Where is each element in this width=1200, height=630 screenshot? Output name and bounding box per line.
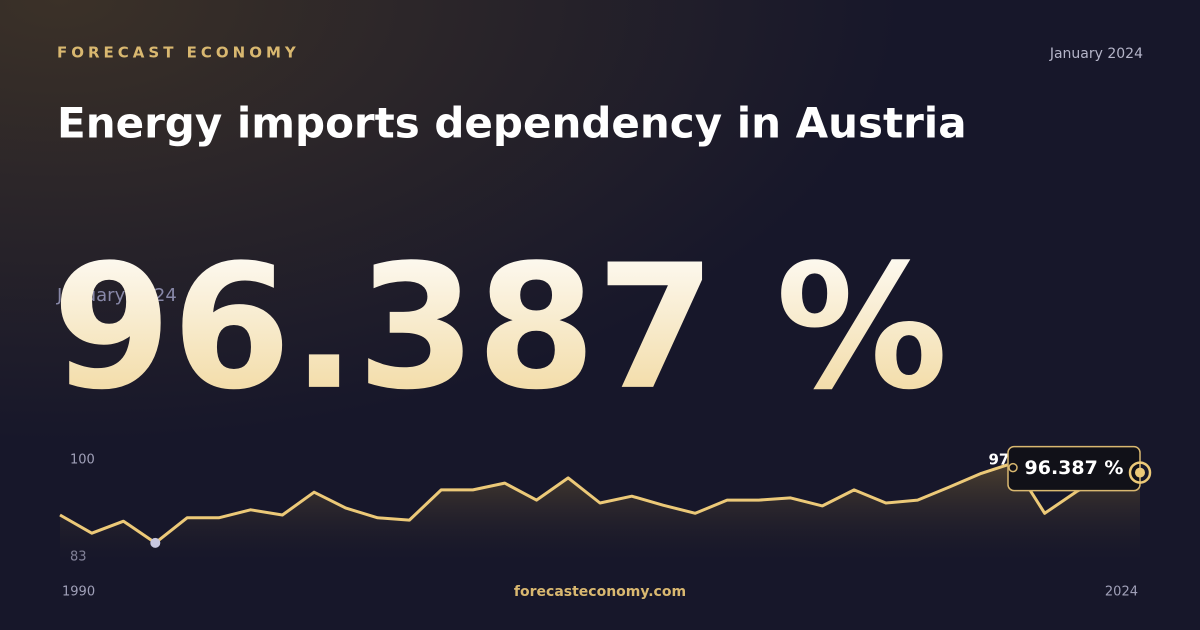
brand: FORECAST ECONOMY — [57, 44, 300, 62]
footer: forecasteconomy.com — [514, 584, 686, 600]
date: January 2024 — [1049, 46, 1143, 62]
end-marker — [1128, 461, 1152, 484]
tooltip-dot — [1008, 462, 1018, 473]
max-label: 97 — [989, 451, 1010, 469]
tooltip-label: 96.387 % — [1025, 457, 1124, 479]
area — [60, 463, 1140, 560]
end-marker-core — [1135, 467, 1145, 478]
chart-title: Energy imports dependency in Austria — [57, 99, 967, 148]
y-tick-label: 100 — [70, 453, 95, 468]
min-marker — [150, 537, 161, 548]
x-tick-label: 1990 — [62, 585, 95, 600]
x-tick-label: 2024 — [1105, 585, 1138, 600]
headline-value: 96.387 % — [52, 227, 948, 428]
headline-date: January 2024 — [56, 285, 177, 306]
line — [59, 461, 1141, 545]
sparkline: 10083199020249796.387 % — [59, 445, 1152, 600]
